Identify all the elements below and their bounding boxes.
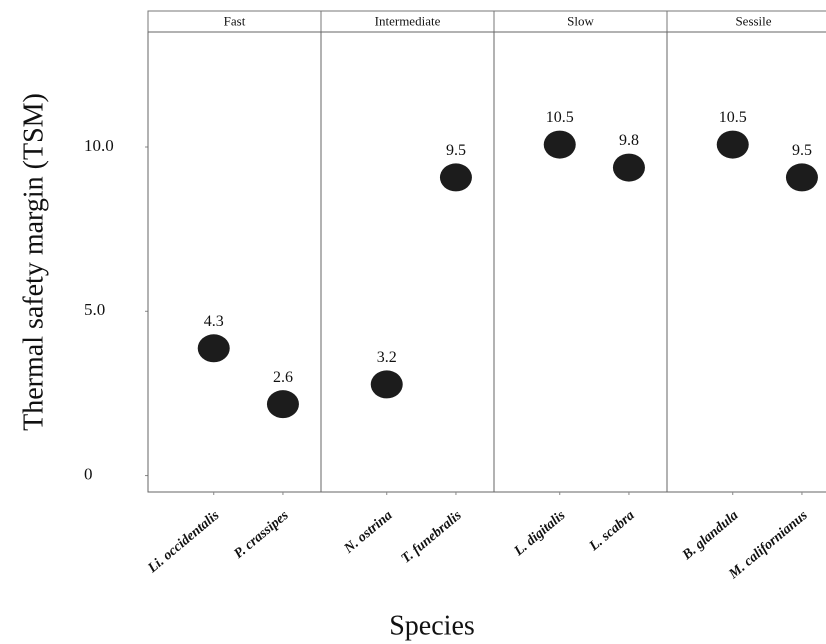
panel <box>148 32 321 492</box>
value-label: 10.5 <box>546 109 574 126</box>
species-marker <box>198 334 230 362</box>
species-marker <box>267 390 299 418</box>
panel <box>667 32 826 492</box>
x-tick-label: L. scabra <box>586 508 638 555</box>
species-marker <box>786 163 818 191</box>
panel <box>321 32 494 492</box>
strip-label: Sessile <box>735 13 771 28</box>
species-marker <box>544 131 576 159</box>
x-tick-label: L. digitalis <box>511 508 569 560</box>
x-tick-label: B. glandula <box>679 508 741 564</box>
panel <box>494 32 667 492</box>
x-tick-label: P. crassipes <box>231 508 292 562</box>
strip-label: Slow <box>567 13 594 28</box>
y-tick-label: 10.0 <box>84 136 114 155</box>
value-label: 9.5 <box>792 142 812 159</box>
species-marker <box>717 131 749 159</box>
value-label: 10.5 <box>719 109 747 126</box>
value-label: 2.6 <box>273 369 293 386</box>
y-tick-label: 0 <box>84 464 93 483</box>
x-tick-label: Li. occidentalis <box>145 508 223 577</box>
species-marker <box>371 370 403 398</box>
x-tick-label: T. funebralis <box>399 508 465 567</box>
value-label: 4.3 <box>204 313 224 330</box>
y-tick-label: 5.0 <box>84 300 105 319</box>
strip-label: Fast <box>224 13 246 28</box>
value-label: 3.2 <box>377 349 397 366</box>
x-axis-title: Species <box>389 610 475 641</box>
chart: Thermal safety margin (TSM) Species 0 5.0… <box>0 0 826 644</box>
y-axis-title: Thermal safety margin (TSM) <box>18 93 49 431</box>
value-label: 9.5 <box>446 142 466 159</box>
x-tick-label: N. ostrina <box>341 508 396 557</box>
strip-label: Intermediate <box>375 13 441 28</box>
species-marker <box>613 154 645 182</box>
value-label: 9.8 <box>619 132 639 149</box>
species-marker <box>440 163 472 191</box>
